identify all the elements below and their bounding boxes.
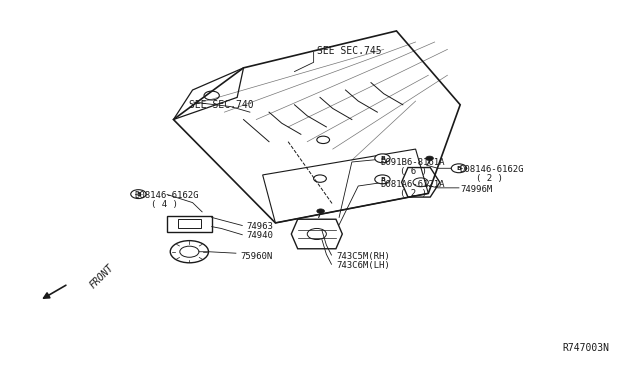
- Circle shape: [426, 156, 433, 161]
- Text: SEE SEC.740: SEE SEC.740: [189, 100, 254, 110]
- Text: Ð08146-6162G: Ð08146-6162G: [135, 191, 200, 200]
- Text: ( 4 ): ( 4 ): [151, 200, 178, 209]
- Text: B: B: [380, 177, 385, 182]
- Text: B: B: [380, 156, 385, 161]
- Text: ( 2 ): ( 2 ): [476, 174, 503, 183]
- Text: FRONT: FRONT: [88, 263, 115, 291]
- Circle shape: [375, 175, 390, 184]
- Text: 743C5M(RH): 743C5M(RH): [336, 251, 390, 261]
- Text: Ð08146-6162G: Ð08146-6162G: [460, 165, 525, 174]
- Text: ( 2 ): ( 2 ): [399, 189, 426, 198]
- Text: Ð091B6-8161A: Ð091B6-8161A: [381, 157, 445, 167]
- Text: 75960N: 75960N: [241, 251, 273, 261]
- Circle shape: [131, 190, 146, 199]
- Text: R747003N: R747003N: [562, 343, 609, 353]
- Text: B: B: [136, 192, 141, 197]
- Text: 74963: 74963: [246, 222, 273, 231]
- Text: 74996M: 74996M: [460, 185, 492, 194]
- Text: B: B: [456, 166, 461, 171]
- Text: SEE SEC.745: SEE SEC.745: [317, 46, 381, 56]
- Text: ( 6 ): ( 6 ): [399, 167, 426, 176]
- Circle shape: [317, 209, 324, 213]
- Text: Ð081A6-6121A: Ð081A6-6121A: [381, 180, 445, 189]
- Text: 743C6M(LH): 743C6M(LH): [336, 261, 390, 270]
- Circle shape: [375, 154, 390, 163]
- Text: 74940: 74940: [246, 231, 273, 240]
- Circle shape: [451, 164, 467, 173]
